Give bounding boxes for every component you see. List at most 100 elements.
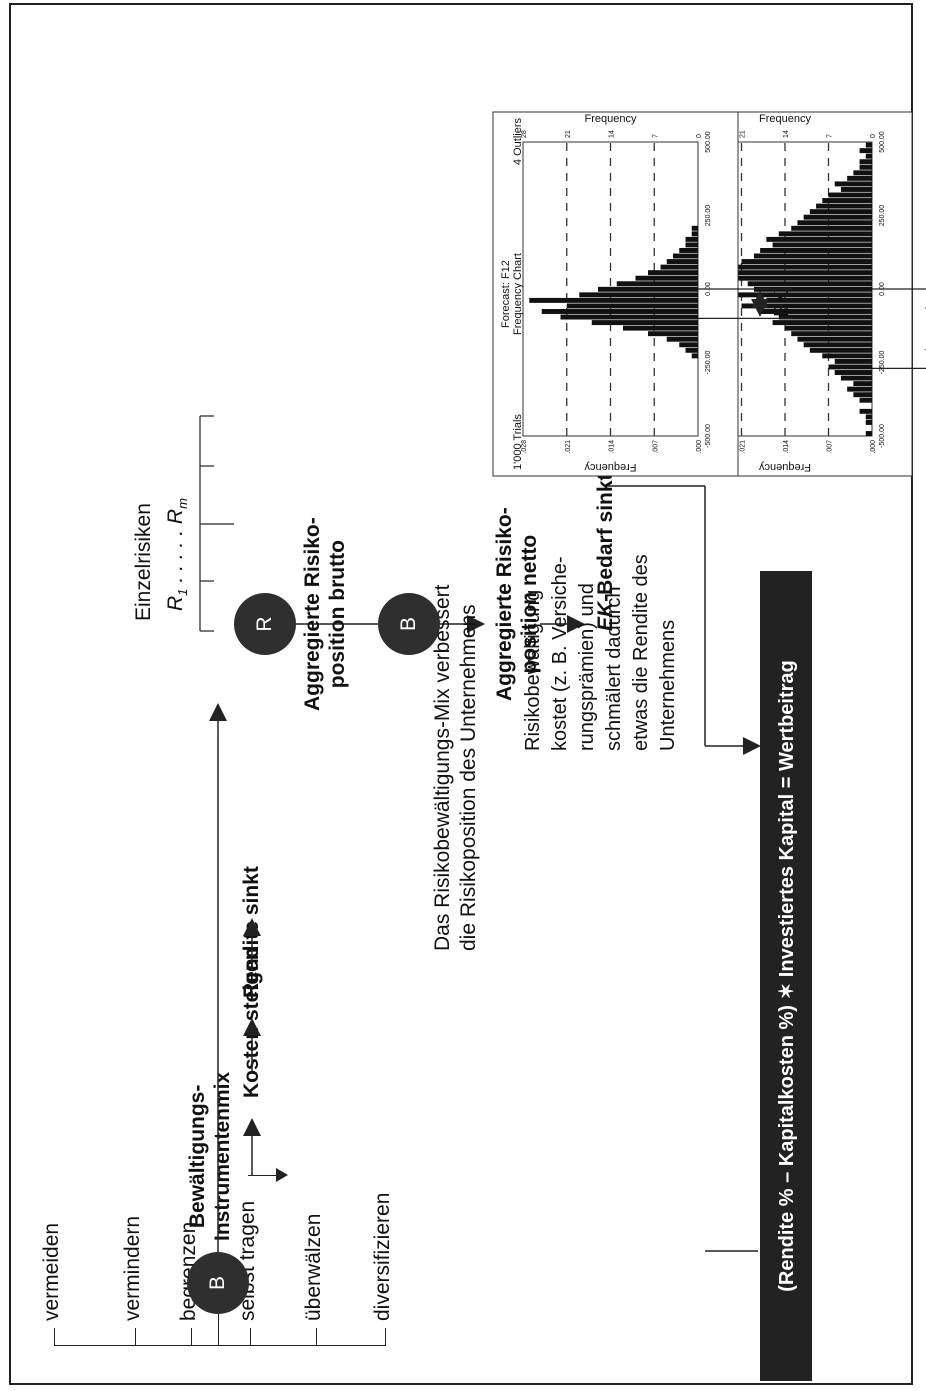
chart-subtitle: Frequency Chart [512,253,524,335]
histogram-bar [529,297,698,303]
histogram-bar [623,325,698,331]
histogram-bar [809,347,872,353]
x-tick-label: 500.00 [705,131,712,153]
histogram-bar [760,247,873,253]
y-tick-label: .007 [827,440,834,454]
histogram-bar [859,148,872,154]
histogram-bar [816,203,872,209]
chart-ylabel-right: Frequency [585,113,637,125]
histogram-bar [791,331,873,337]
y-tick-label-right: 0 [870,134,877,138]
histogram-bar [679,342,698,348]
histogram-bar [716,270,873,276]
histogram-bar [853,170,872,176]
histogram-bar [579,292,698,298]
histogram-bar [778,314,872,320]
histogram-bar [772,320,872,326]
histogram-bar [840,186,873,192]
histogram-bar [648,270,698,276]
figure-frame [9,3,913,1385]
chart-ylabel-left: Frequency [759,461,811,473]
y-tick-label: .000 [696,440,703,454]
histogram-bar [803,214,873,220]
histogram-bar [591,320,698,326]
histogram-bar [760,309,873,314]
histogram-bar [865,414,872,420]
histogram-bar [828,364,872,370]
x-tick-label: 500.00 [879,131,886,153]
histogram-bar [809,209,872,215]
histogram-bar [735,275,872,281]
histogram-bar [660,264,698,270]
chart-outliers: 4 Outliers [512,118,524,166]
histogram-bar [635,275,698,281]
histogram-bar [679,247,698,253]
histogram-bar [828,192,872,198]
histogram-bar [847,386,873,392]
histogram-bar [797,336,873,342]
x-tick-label: -250.00 [705,351,712,375]
histogram-bar [766,236,872,242]
histogram-bar [853,381,872,387]
x-tick-label: 250.00 [879,205,886,227]
x-tick-label: -500.00 [879,424,886,448]
y-tick-label-right: 21 [565,130,572,138]
y-tick-label-right: 28 [521,130,528,138]
histogram-bar [778,231,872,237]
histogram-bar [691,231,698,237]
y-tick-label: .000 [870,440,877,454]
histogram-bar [685,347,698,353]
histogram-bar [834,181,873,187]
x-tick-label: -500.00 [705,424,712,448]
histogram-bar [785,325,872,331]
y-tick-label: .021 [565,440,572,454]
histogram-bar [859,397,872,403]
histogram-bar [598,286,698,292]
y-tick-label: .014 [609,440,616,454]
histogram-bar [865,153,872,159]
y-tick-label-right: 7 [652,134,659,138]
histogram-bar [541,309,698,314]
x-tick-label: 250.00 [705,205,712,227]
histogram-bar [685,236,698,242]
histogram-bar [741,259,872,265]
histogram-bar [865,142,872,148]
chart-trials: 1'000 Trials [512,414,524,470]
histogram-bar [847,175,873,181]
chart-ylabel-right: Frequency [759,113,811,125]
histogram-bar [840,375,873,381]
histogram-bar [822,198,872,204]
histogram-bar [741,303,872,309]
histogram-bar [859,408,872,414]
y-tick-label-right: 7 [827,134,834,138]
histogram-bar [673,253,698,259]
y-tick-label: .028 [521,440,528,454]
histogram-bar [791,225,873,231]
histogram-bar [772,242,872,248]
y-tick-label-right: 14 [609,130,616,138]
histogram-bar [834,358,873,364]
x-tick-label: -250.00 [879,351,886,375]
histogram-bar [859,164,872,170]
histogram-bar [766,297,872,303]
histogram-bar [616,281,698,287]
y-tick-label: .014 [783,440,790,454]
chart-ylabel-left: Frequency [584,461,636,473]
histogram-bar [560,314,698,320]
histogram-bar [834,370,873,375]
histogram-bar [797,220,873,226]
chart-title: Forecast: F12 [500,260,512,328]
y-tick-label-right: 14 [783,130,790,138]
histogram-bar [865,431,872,436]
histogram-bar [666,259,698,265]
histogram-bar [691,225,698,231]
histogram-bar [566,303,698,309]
histogram-bar [753,286,873,292]
histogram-bar [859,159,872,165]
histogram-bar [865,419,872,425]
histogram-bar [729,292,872,298]
chart-panel-2: Forecast: F12 Frequency Chart 1'000 Trials… [492,111,793,477]
histogram-bar [803,342,873,348]
